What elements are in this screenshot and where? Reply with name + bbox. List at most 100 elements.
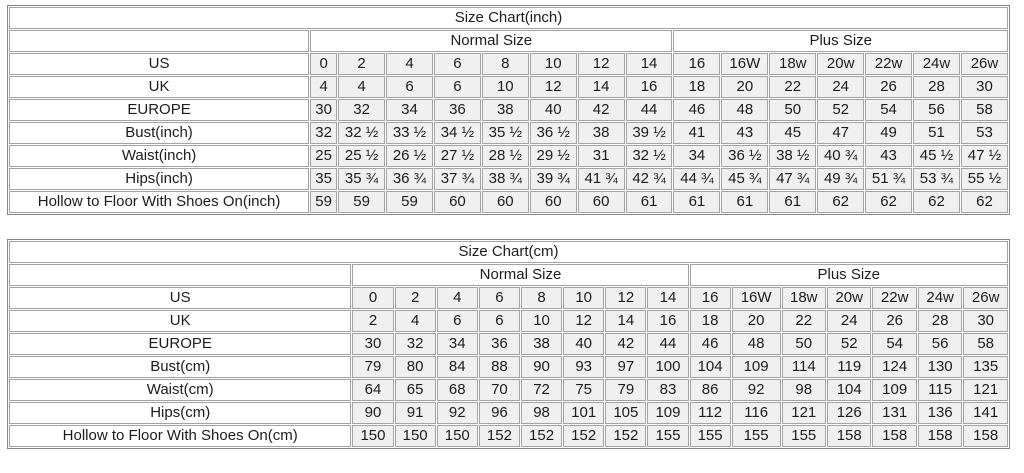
table-row: UK 4 4 6 6 10 12 14 16 18 20 22 24 26 28 30 bbox=[9, 76, 1008, 98]
size-value-cell: 155 bbox=[731, 425, 781, 447]
size-value-cell: 4 bbox=[394, 310, 436, 332]
column-group-plus-size: Plus Size bbox=[689, 264, 1008, 286]
size-value-cell: 20w bbox=[827, 287, 872, 309]
size-value-cell: 22 bbox=[769, 76, 817, 98]
size-value-cell: 24 bbox=[817, 76, 865, 98]
table-row: Hips(cm) 90 91 92 96 98 101 105 109 112 116 121 126 1… bbox=[9, 402, 1008, 424]
size-value-cell: 48 bbox=[731, 333, 781, 355]
size-value-cell: 0 bbox=[310, 53, 338, 75]
size-value-cell: 10 bbox=[481, 76, 529, 98]
size-value-cell: 60 bbox=[433, 191, 481, 213]
size-value-cell: 46 bbox=[673, 99, 721, 121]
row-label: UK bbox=[9, 76, 310, 98]
size-value-cell: 14 bbox=[625, 53, 673, 75]
size-value-cell: 75 bbox=[563, 379, 605, 401]
row-label: Hips(inch) bbox=[9, 168, 310, 190]
size-value-cell: 130 bbox=[917, 356, 963, 378]
column-group-header-row: Normal Size Plus Size bbox=[9, 30, 1008, 52]
size-value-cell: 62 bbox=[817, 191, 865, 213]
size-value-cell: 98 bbox=[781, 379, 826, 401]
size-value-cell: 36 ¾ bbox=[386, 168, 433, 190]
size-value-cell: 109 bbox=[872, 379, 917, 401]
size-value-cell: 30 bbox=[352, 333, 394, 355]
size-value-cell: 51 bbox=[913, 122, 960, 144]
size-value-cell: 152 bbox=[563, 425, 605, 447]
size-value-cell: 55 ½ bbox=[960, 168, 1008, 190]
size-value-cell: 12 bbox=[605, 287, 647, 309]
size-value-cell: 14 bbox=[605, 310, 647, 332]
size-value-cell: 56 bbox=[917, 333, 963, 355]
row-label: US bbox=[9, 287, 352, 309]
size-value-cell: 28 ½ bbox=[481, 145, 529, 167]
size-value-cell: 101 bbox=[563, 402, 605, 424]
size-value-cell: 121 bbox=[781, 402, 826, 424]
size-value-cell: 119 bbox=[827, 356, 872, 378]
size-value-cell: 62 bbox=[960, 191, 1008, 213]
size-value-cell: 35 ½ bbox=[481, 122, 529, 144]
size-value-cell: 158 bbox=[963, 425, 1008, 447]
size-value-cell: 47 bbox=[817, 122, 865, 144]
size-value-cell: 31 bbox=[577, 145, 625, 167]
size-value-cell: 2 bbox=[352, 310, 394, 332]
table-row: US 0 2 4 6 8 10 12 14 16 16W 18w 20w 22w 24w 26w bbox=[9, 53, 1008, 75]
size-value-cell: 115 bbox=[917, 379, 963, 401]
size-value-cell: 6 bbox=[433, 76, 481, 98]
size-value-cell: 27 ½ bbox=[433, 145, 481, 167]
corner-cell bbox=[9, 264, 352, 286]
size-value-cell: 35 bbox=[310, 168, 338, 190]
size-value-cell: 51 ¾ bbox=[865, 168, 913, 190]
size-value-cell: 152 bbox=[605, 425, 647, 447]
size-value-cell: 80 bbox=[394, 356, 436, 378]
size-value-cell: 45 ½ bbox=[913, 145, 960, 167]
size-value-cell: 8 bbox=[481, 53, 529, 75]
size-value-cell: 26w bbox=[963, 287, 1008, 309]
size-value-cell: 53 bbox=[960, 122, 1008, 144]
size-value-cell: 61 bbox=[673, 191, 721, 213]
size-value-cell: 59 bbox=[386, 191, 433, 213]
size-value-cell: 35 ¾ bbox=[338, 168, 386, 190]
size-value-cell: 12 bbox=[577, 53, 625, 75]
row-label: Hollow to Floor With Shoes On(cm) bbox=[9, 425, 352, 447]
size-value-cell: 36 bbox=[433, 99, 481, 121]
size-value-cell: 47 ¾ bbox=[769, 168, 817, 190]
size-value-cell: 26w bbox=[960, 53, 1008, 75]
size-value-cell: 16 bbox=[689, 287, 731, 309]
size-value-cell: 32 ½ bbox=[338, 122, 386, 144]
column-group-normal-size: Normal Size bbox=[352, 264, 689, 286]
row-label: Hips(cm) bbox=[9, 402, 352, 424]
table-title-row: Size Chart(inch) bbox=[9, 7, 1008, 29]
size-value-cell: 79 bbox=[605, 379, 647, 401]
size-value-cell: 50 bbox=[781, 333, 826, 355]
row-label: Waist(cm) bbox=[9, 379, 352, 401]
size-value-cell: 14 bbox=[647, 287, 689, 309]
size-value-cell: 8 bbox=[520, 287, 563, 309]
size-value-cell: 39 ½ bbox=[625, 122, 673, 144]
size-value-cell: 44 bbox=[625, 99, 673, 121]
size-value-cell: 42 bbox=[577, 99, 625, 121]
size-value-cell: 34 ½ bbox=[433, 122, 481, 144]
size-value-cell: 38 ½ bbox=[769, 145, 817, 167]
size-value-cell: 2 bbox=[338, 53, 386, 75]
size-value-cell: 97 bbox=[605, 356, 647, 378]
size-value-cell: 59 bbox=[310, 191, 338, 213]
size-value-cell: 62 bbox=[865, 191, 913, 213]
size-value-cell: 4 bbox=[436, 287, 478, 309]
table-row: Bust(cm) 79 80 84 88 90 93 97 100 104 109 114 119 124… bbox=[9, 356, 1008, 378]
size-value-cell: 104 bbox=[827, 379, 872, 401]
size-value-cell: 32 ½ bbox=[625, 145, 673, 167]
size-value-cell: 24 bbox=[827, 310, 872, 332]
size-value-cell: 20 bbox=[721, 76, 769, 98]
row-label: EUROPE bbox=[9, 99, 310, 121]
size-value-cell: 104 bbox=[689, 356, 731, 378]
size-value-cell: 152 bbox=[478, 425, 520, 447]
size-value-cell: 12 bbox=[529, 76, 577, 98]
size-value-cell: 41 bbox=[673, 122, 721, 144]
size-value-cell: 64 bbox=[352, 379, 394, 401]
size-value-cell: 30 bbox=[310, 99, 338, 121]
size-value-cell: 6 bbox=[478, 287, 520, 309]
size-value-cell: 150 bbox=[352, 425, 394, 447]
size-value-cell: 91 bbox=[394, 402, 436, 424]
size-value-cell: 44 bbox=[647, 333, 689, 355]
size-value-cell: 34 bbox=[386, 99, 433, 121]
size-value-cell: 61 bbox=[769, 191, 817, 213]
